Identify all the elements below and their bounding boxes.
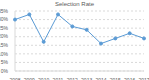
svg-text:2009: 2009 (24, 77, 35, 80)
svg-text:2010: 2010 (38, 77, 49, 80)
svg-text:2012: 2012 (67, 77, 78, 80)
svg-text:15%: 15% (8, 42, 9, 48)
svg-text:20%: 20% (8, 33, 9, 39)
html-text:Selection Rate: Selection Rate (55, 1, 94, 7)
svg-text:2015: 2015 (110, 77, 121, 80)
svg-text:0%: 0% (8, 68, 9, 74)
svg-text:2014: 2014 (95, 77, 106, 80)
svg-text:5%: 5% (8, 59, 9, 65)
svg-text:2016: 2016 (124, 77, 135, 80)
svg-text:30%: 30% (8, 16, 9, 22)
svg-text:2011: 2011 (53, 77, 64, 80)
svg-text:10%: 10% (8, 51, 9, 57)
svg-text:25%: 25% (8, 25, 9, 31)
svg-text:35%: 35% (8, 9, 9, 14)
svg-text:2017: 2017 (138, 77, 141, 80)
svg-text:2013: 2013 (81, 77, 92, 80)
svg-text:2008: 2008 (9, 77, 20, 80)
